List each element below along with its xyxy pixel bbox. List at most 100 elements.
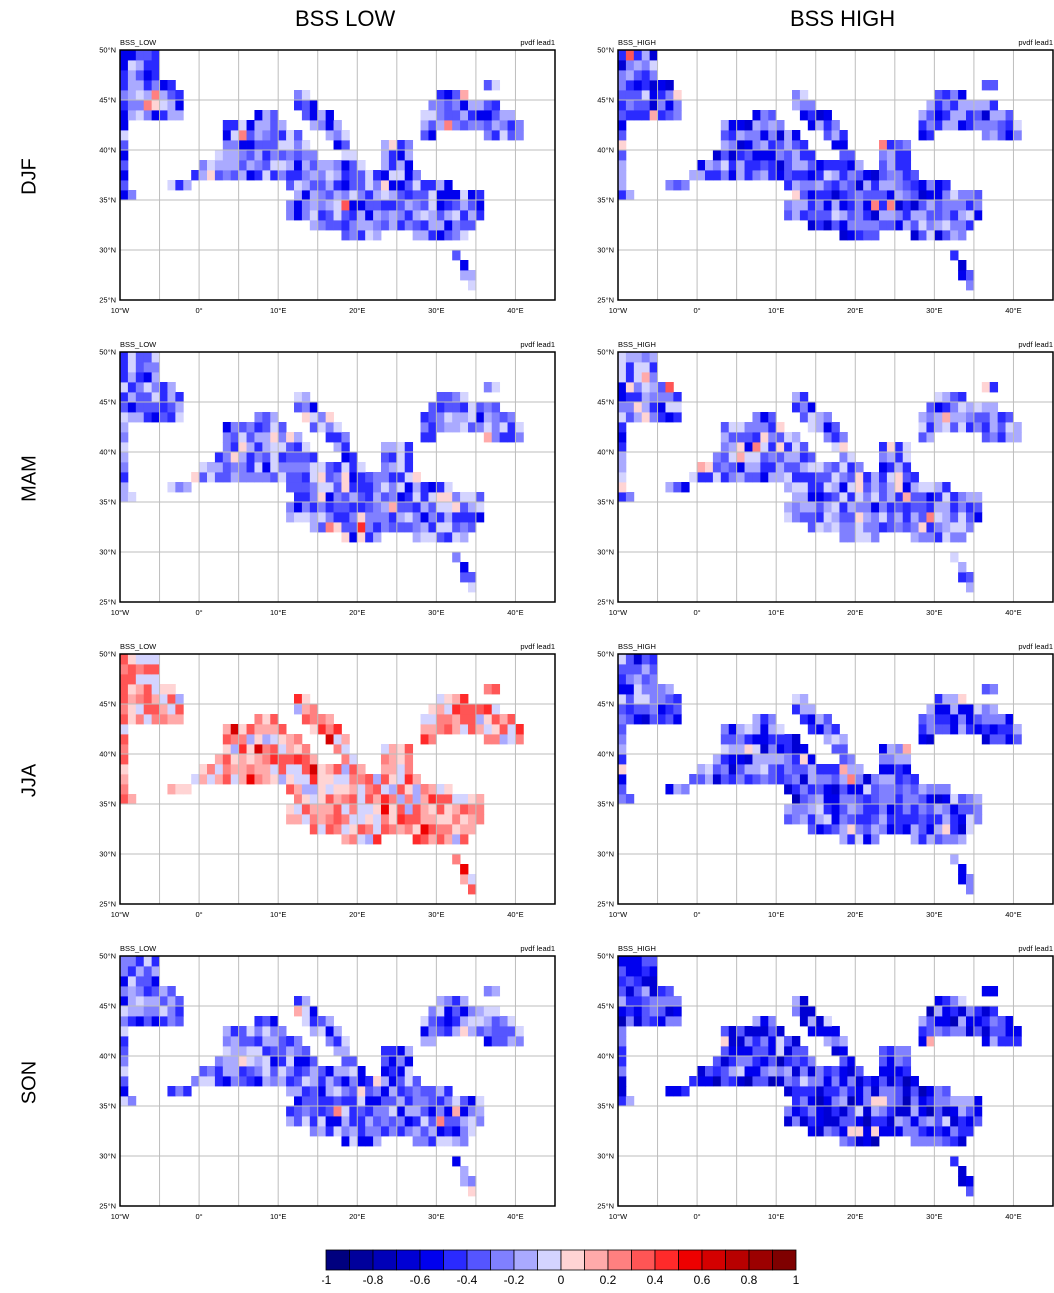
panel-lead-label: pvdf lead1: [1018, 340, 1053, 349]
bss-cell: [910, 804, 919, 815]
bss-cell: [515, 120, 524, 131]
bss-cell: [784, 150, 793, 161]
bss-cell: [934, 996, 943, 1007]
bss-cell: [325, 190, 334, 201]
bss-cell: [468, 572, 477, 583]
bss-cell: [120, 120, 129, 131]
bss-cell: [942, 522, 951, 533]
bss-cell: [823, 804, 832, 815]
bss-cell: [712, 462, 722, 473]
bss-cell: [910, 774, 919, 785]
lon-tick-label: 40°E: [1005, 608, 1021, 617]
bss-cell: [950, 220, 959, 231]
bss-cell: [357, 1066, 366, 1077]
bss-cell: [926, 1016, 935, 1027]
bss-cell: [950, 724, 959, 735]
bss-cell: [325, 220, 334, 231]
bss-cell: [135, 1006, 145, 1017]
bss-cell: [341, 784, 350, 795]
bss-cell: [871, 794, 880, 805]
bss-cell: [428, 402, 437, 413]
bss-cell: [633, 60, 643, 71]
bss-cell: [902, 814, 912, 825]
bss-cell: [428, 492, 437, 503]
bss-cell: [776, 1066, 785, 1077]
bss-cell: [618, 50, 627, 61]
bss-cell: [918, 210, 927, 221]
bss-cell: [807, 110, 817, 121]
bss-cell: [618, 472, 627, 483]
bss-cell: [254, 1036, 263, 1047]
bss-cell: [341, 492, 350, 503]
bss-cell: [396, 804, 406, 815]
bss-cell: [752, 422, 761, 433]
bss-cell: [468, 100, 477, 111]
bss-cell: [799, 190, 809, 201]
bss-cell: [325, 1076, 334, 1087]
bss-cell: [238, 432, 247, 443]
bss-cell: [294, 130, 303, 141]
bss-cell: [120, 412, 129, 423]
bss-cell: [831, 1126, 840, 1137]
bss-cell: [657, 1006, 666, 1017]
bss-cell: [760, 774, 769, 785]
bss-cell: [278, 744, 287, 755]
bss-cell: [918, 230, 927, 241]
bss-cell: [151, 966, 160, 977]
bss-cell: [942, 704, 951, 715]
bss-cell: [879, 502, 888, 513]
bss-cell: [491, 1026, 501, 1037]
bss-cell: [776, 452, 785, 463]
bss-cell: [792, 1106, 801, 1117]
bss-cell: [444, 1096, 453, 1107]
bss-cell: [428, 210, 437, 221]
panel-lead-label: pvdf lead1: [520, 340, 555, 349]
bss-cell: [333, 784, 342, 795]
bss-cell: [831, 1046, 840, 1057]
bss-cell: [294, 210, 303, 221]
bss-cell: [792, 492, 801, 503]
bss-cell: [286, 210, 295, 221]
bss-cell: [1005, 724, 1014, 735]
bss-cell: [934, 532, 943, 543]
bss-cell: [365, 1086, 374, 1097]
bss-cell: [238, 1026, 247, 1037]
bss-cell: [270, 160, 279, 171]
bss-cell: [926, 1086, 935, 1097]
bss-cell: [792, 502, 801, 513]
bss-cell: [784, 1106, 793, 1117]
bss-cell: [468, 884, 477, 895]
bss-cell: [981, 714, 991, 725]
bss-cell: [768, 734, 777, 745]
bss-cell: [942, 1106, 951, 1117]
bss-cell: [151, 50, 160, 61]
bss-cell: [341, 1116, 350, 1127]
bss-cell: [815, 200, 825, 211]
bss-cell: [333, 1126, 342, 1137]
bss-cell: [381, 472, 390, 483]
bss-cell: [997, 724, 1006, 735]
bss-cell: [831, 210, 840, 221]
bss-cell: [262, 432, 271, 443]
bss-cell: [262, 472, 271, 483]
bss-cell: [879, 482, 888, 493]
bss-cell: [143, 60, 153, 71]
bss-cell: [839, 150, 848, 161]
bss-cell: [230, 1036, 240, 1047]
bss-cell: [831, 724, 840, 735]
bss-cell: [784, 442, 793, 453]
bss-cell: [966, 422, 975, 433]
bss-cell: [460, 210, 469, 221]
bss-cell: [317, 170, 327, 181]
bss-cell: [776, 754, 785, 765]
bss-cell: [1013, 734, 1022, 745]
bss-cell: [262, 1056, 271, 1067]
bss-cell: [381, 794, 390, 805]
bss-cell: [333, 210, 342, 221]
bss-cell: [942, 180, 951, 191]
bss-cell: [301, 140, 311, 151]
bss-cell: [807, 100, 817, 111]
bss-cell: [388, 462, 398, 473]
bss-cell: [807, 1116, 817, 1127]
bss-cell: [902, 1106, 912, 1117]
